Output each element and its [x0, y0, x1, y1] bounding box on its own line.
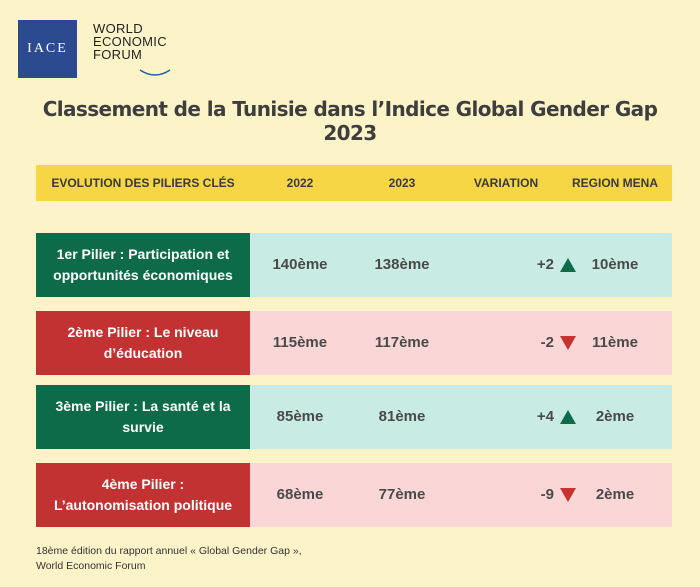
- value-2022: 140ème: [272, 256, 328, 273]
- value-2023: 117ème: [374, 334, 430, 351]
- pillar-cell: 3ème Pilier : La santé et la survie: [36, 385, 250, 449]
- value-2022: 115ème: [272, 334, 328, 351]
- value-region-mena: 2ème: [595, 486, 635, 503]
- header-region-mena: REGION MENA: [571, 176, 658, 190]
- title-line-1: Classement de la Tunisie dans l’Indice G…: [42, 97, 658, 121]
- wef-logo-line3: FORUM: [93, 47, 143, 62]
- table-row: 1er Pilier : Participation et opportunit…: [36, 233, 672, 297]
- pillar-label-line1: 2ème Pilier : Le niveau: [67, 324, 219, 340]
- table-row: 3ème Pilier : La santé et la survie 85èm…: [36, 385, 672, 449]
- variation-value: -2: [540, 334, 554, 351]
- footnote-line2: World Economic Forum: [36, 560, 146, 572]
- pillar-cell: 1er Pilier : Participation et opportunit…: [36, 233, 250, 297]
- iace-logo-text: IACE: [27, 41, 68, 56]
- header-2022: 2022: [286, 176, 314, 190]
- down-arrow-icon: [560, 488, 576, 502]
- value-2023: 81ème: [378, 408, 426, 425]
- wef-arc-icon: [139, 69, 171, 76]
- pillar-label-line2: d’éducation: [103, 345, 183, 361]
- value-2023: 138ème: [374, 256, 430, 273]
- pillar-cell: 2ème Pilier : Le niveau d’éducation: [36, 311, 250, 375]
- iace-logo: IACE: [18, 20, 77, 78]
- pillar-label-line2: survie: [122, 419, 164, 435]
- table-row: 2ème Pilier : Le niveau d’éducation 115è…: [36, 311, 672, 375]
- values-cell: 140ème 138ème +2 10ème: [250, 233, 672, 297]
- source-footnote: 18ème édition du rapport annuel « Global…: [36, 544, 436, 574]
- up-arrow-icon: [560, 410, 576, 424]
- pillar-label-line1: 4ème Pilier :: [101, 476, 185, 492]
- value-region-mena: 2ème: [595, 408, 635, 425]
- variation-value: -9: [540, 486, 554, 503]
- table-row: 4ème Pilier : L’autonomisation politique…: [36, 463, 672, 527]
- value-2022: 85ème: [276, 408, 324, 425]
- header-variation: VARIATION: [473, 176, 539, 190]
- pillar-label-line2: L’autonomisation politique: [53, 497, 233, 513]
- header-pillar: EVOLUTION DES PILIERS CLÉS: [51, 176, 235, 190]
- pillar-label-line1: 3ème Pilier : La santé et la: [55, 398, 231, 414]
- wef-logo: WORLD ECONOMIC FORUM: [93, 21, 193, 76]
- value-region-mena: 10ème: [591, 256, 639, 273]
- footnote-line1: 18ème édition du rapport annuel « Global…: [36, 545, 302, 557]
- value-region-mena: 11ème: [592, 334, 638, 351]
- value-2023: 77ème: [378, 486, 426, 503]
- pillar-label-line2: opportunités économiques: [53, 267, 233, 283]
- pillar-label-line1: 1er Pilier : Participation et: [56, 246, 230, 262]
- down-arrow-icon: [560, 336, 576, 350]
- title-line-2: 2023: [323, 121, 377, 145]
- header-2023: 2023: [388, 176, 416, 190]
- value-2022: 68ème: [276, 486, 324, 503]
- variation-value: +4: [536, 408, 554, 425]
- table-header: EVOLUTION DES PILIERS CLÉS 2022 2023 VAR…: [36, 165, 672, 201]
- page-title: Classement de la Tunisie dans l’Indice G…: [0, 97, 700, 145]
- pillar-cell: 4ème Pilier : L’autonomisation politique: [36, 463, 250, 527]
- values-cell: 115ème 117ème -2 11ème: [250, 311, 672, 375]
- values-cell: 68ème 77ème -9 2ème: [250, 463, 672, 527]
- variation-value: +2: [536, 256, 554, 273]
- up-arrow-icon: [560, 258, 576, 272]
- wef-logo-line1: WORLD: [93, 21, 143, 36]
- wef-logo-line2: ECONOMIC: [93, 34, 167, 49]
- values-cell: 85ème 81ème +4 2ème: [250, 385, 672, 449]
